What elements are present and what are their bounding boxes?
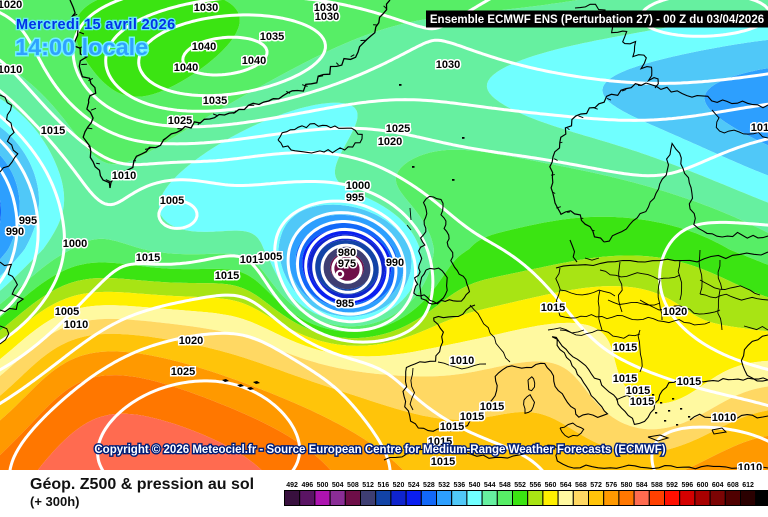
svg-text:596: 596	[681, 482, 693, 489]
svg-text:1015: 1015	[431, 456, 455, 468]
svg-text:548: 548	[499, 482, 511, 489]
svg-text:516: 516	[377, 482, 389, 489]
svg-text:500: 500	[317, 482, 329, 489]
svg-text:1005: 1005	[55, 306, 79, 318]
svg-text:14:00 locale: 14:00 locale	[15, 34, 148, 60]
svg-text:1015: 1015	[41, 125, 65, 137]
svg-text:560: 560	[545, 482, 557, 489]
svg-text:1010: 1010	[112, 170, 136, 182]
svg-text:512: 512	[362, 482, 374, 489]
svg-text:600: 600	[697, 482, 709, 489]
svg-text:1005: 1005	[258, 251, 282, 263]
svg-text:980: 980	[338, 247, 356, 259]
svg-text:1035: 1035	[203, 95, 227, 107]
svg-text:572: 572	[590, 482, 602, 489]
svg-text:504: 504	[332, 482, 344, 489]
svg-text:1000: 1000	[63, 238, 87, 250]
svg-text:Mercredi 15 avril 2026: Mercredi 15 avril 2026	[16, 17, 176, 33]
svg-text:544: 544	[484, 482, 496, 489]
svg-text:556: 556	[529, 482, 541, 489]
svg-text:1020: 1020	[663, 306, 687, 318]
svg-text:1015: 1015	[136, 252, 160, 264]
svg-text:1015: 1015	[440, 421, 464, 433]
svg-text:1025: 1025	[168, 115, 192, 127]
svg-text:Ensemble ECMWF ENS (Perturbat: Ensemble ECMWF ENS (Perturbation 27) - 0…	[430, 14, 764, 26]
svg-text:1015: 1015	[630, 396, 654, 408]
svg-text:1040: 1040	[174, 62, 198, 74]
svg-text:492: 492	[286, 482, 298, 489]
svg-text:612: 612	[742, 482, 754, 489]
svg-text:1020: 1020	[378, 136, 402, 148]
svg-text:540: 540	[469, 482, 481, 489]
svg-text:532: 532	[438, 482, 450, 489]
svg-text:1030: 1030	[436, 59, 460, 71]
svg-text:584: 584	[636, 482, 648, 489]
svg-text:985: 985	[336, 298, 354, 310]
svg-text:Géop. Z500 & pression au sol: Géop. Z500 & pression au sol	[30, 476, 254, 493]
svg-text:Copyright © 2026 Meteociel.fr: Copyright © 2026 Meteociel.fr - Source E…	[94, 444, 665, 456]
svg-text:508: 508	[347, 482, 359, 489]
svg-text:1010: 1010	[64, 319, 88, 331]
svg-text:1015: 1015	[428, 436, 452, 448]
svg-text:552: 552	[514, 482, 526, 489]
svg-text:1035: 1035	[260, 31, 284, 43]
svg-text:1015: 1015	[613, 342, 637, 354]
svg-text:1030: 1030	[314, 2, 338, 14]
svg-text:1040: 1040	[192, 41, 216, 53]
svg-text:1015: 1015	[626, 385, 650, 397]
svg-text:1030: 1030	[315, 11, 339, 23]
svg-text:1020: 1020	[179, 335, 203, 347]
svg-text:1025: 1025	[171, 366, 195, 378]
svg-text:608: 608	[727, 482, 739, 489]
svg-text:1010: 1010	[738, 462, 762, 474]
svg-text:592: 592	[666, 482, 678, 489]
svg-text:990: 990	[386, 257, 404, 269]
svg-text:1015: 1015	[460, 411, 484, 423]
svg-text:1025: 1025	[386, 123, 410, 135]
svg-text:1010: 1010	[240, 254, 264, 266]
svg-text:1015: 1015	[751, 122, 768, 134]
svg-text:564: 564	[560, 482, 572, 489]
svg-text:1015: 1015	[215, 270, 239, 282]
svg-text:496: 496	[301, 482, 313, 489]
svg-text:576: 576	[605, 482, 617, 489]
svg-text:1015: 1015	[677, 376, 701, 388]
svg-text:(+ 300h): (+ 300h)	[30, 494, 80, 509]
svg-text:1015: 1015	[613, 373, 637, 385]
svg-text:1015: 1015	[480, 401, 504, 413]
svg-text:520: 520	[393, 482, 405, 489]
svg-text:1030: 1030	[194, 2, 218, 14]
svg-text:604: 604	[712, 482, 724, 489]
svg-text:580: 580	[621, 482, 633, 489]
svg-text:568: 568	[575, 482, 587, 489]
svg-text:995: 995	[346, 192, 364, 204]
svg-text:524: 524	[408, 482, 420, 489]
svg-text:990: 990	[6, 226, 24, 238]
svg-text:1010: 1010	[450, 355, 474, 367]
svg-text:1040: 1040	[242, 55, 266, 67]
svg-text:995: 995	[19, 215, 37, 227]
svg-text:1010: 1010	[0, 64, 22, 76]
svg-text:1005: 1005	[160, 195, 184, 207]
svg-text:1020: 1020	[0, 0, 22, 11]
svg-text:588: 588	[651, 482, 663, 489]
svg-text:536: 536	[453, 482, 465, 489]
svg-text:1015: 1015	[541, 302, 565, 314]
svg-text:975: 975	[338, 258, 356, 270]
svg-text:1000: 1000	[346, 180, 370, 192]
svg-text:1010: 1010	[712, 412, 736, 424]
svg-text:528: 528	[423, 482, 435, 489]
